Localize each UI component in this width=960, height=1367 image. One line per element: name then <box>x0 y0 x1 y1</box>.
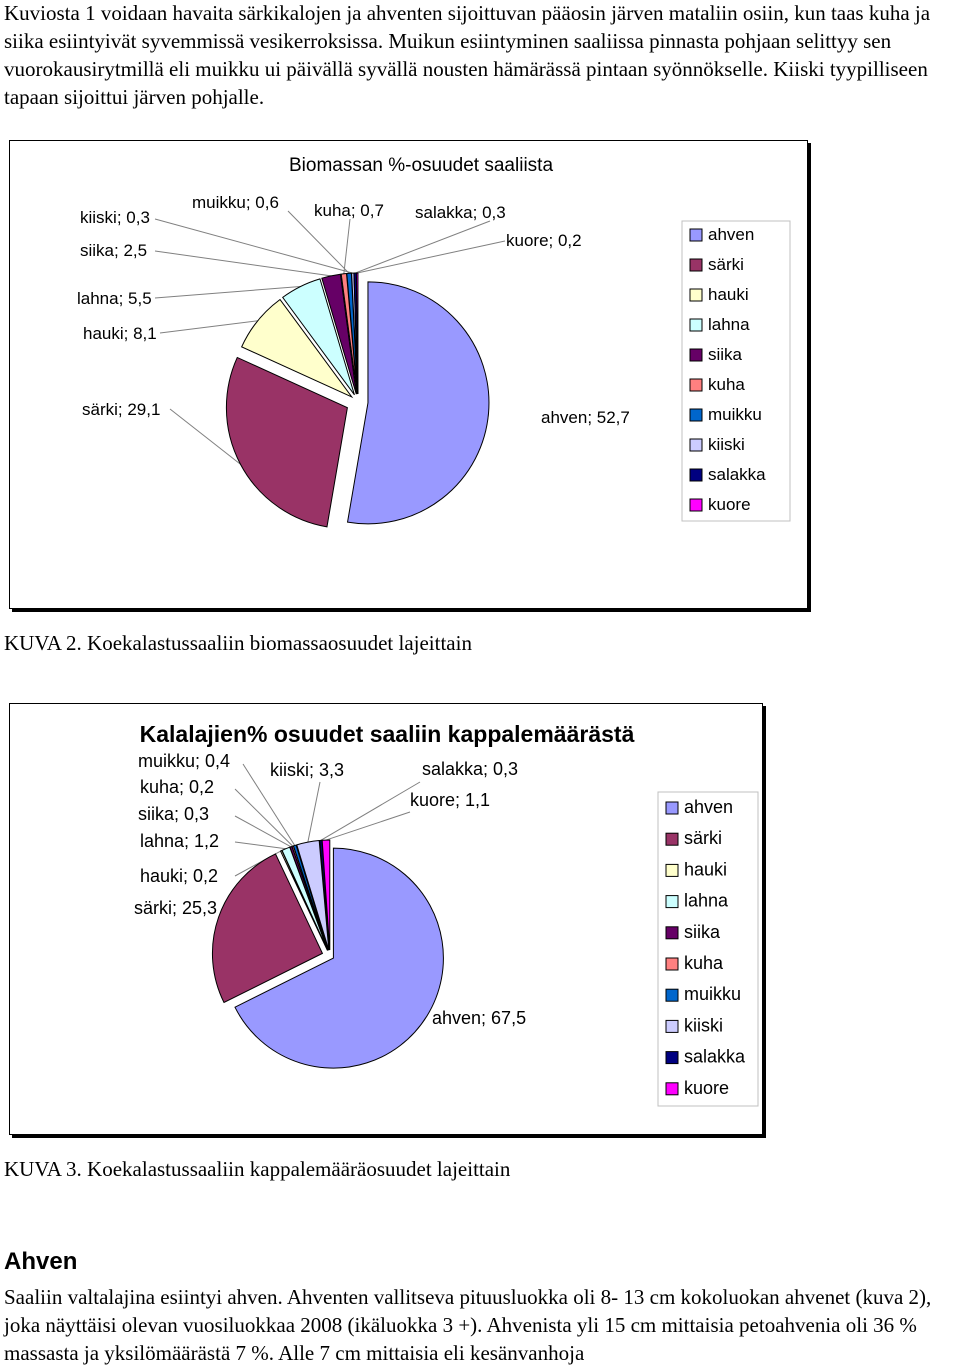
chart2-title: Kalalajien% osuudet saaliin kappalemäärä… <box>140 721 635 747</box>
chart1-title: Biomassan %-osuudet saaliista <box>289 155 553 176</box>
leader-line-kiiski <box>308 782 320 842</box>
legend-label-kuha: kuha <box>684 953 724 973</box>
section-heading: Ahven <box>4 1248 77 1276</box>
legend-swatch-salakka <box>666 1052 678 1064</box>
data-label-hauki: hauki; 8,1 <box>83 324 157 343</box>
legend-label-kuore: kuore <box>708 495 751 514</box>
body-paragraph: Saaliin valtalajina esiintyi ahven. Ahve… <box>4 1283 954 1367</box>
legend-label-kiiski: kiiski <box>708 435 745 454</box>
legend-label-salakka: salakka <box>708 465 766 484</box>
leader-line-kuore <box>357 241 505 273</box>
data-label-salakka: salakka; 0,3 <box>422 759 518 779</box>
legend-swatch-kuha <box>690 379 702 391</box>
legend-swatch-kiiski <box>690 439 702 451</box>
legend-label-kuha: kuha <box>708 375 745 394</box>
leader-line-salakka <box>321 782 420 840</box>
legend-swatch-hauki <box>690 289 702 301</box>
intro-paragraph: Kuviosta 1 voidaan havaita särkikalojen … <box>4 0 954 111</box>
leader-line-lahna <box>155 287 301 298</box>
legend-swatch-muikku <box>690 409 702 421</box>
legend-swatch-ahven <box>690 229 702 241</box>
figure-caption-kuva2: KUVA 2. Koekalastussaaliin biomassaosuud… <box>4 630 472 656</box>
legend-label-särki: särki <box>684 828 722 848</box>
legend-swatch-ahven <box>666 802 678 814</box>
data-label-kuore: kuore; 0,2 <box>506 231 582 250</box>
count-chart: Kalalajien% osuudet saaliin kappalemäärä… <box>9 703 763 1135</box>
legend-label-lahna: lahna <box>684 891 729 911</box>
legend-swatch-kuha <box>666 958 678 970</box>
leader-line-kuha <box>344 219 350 274</box>
legend-swatch-lahna <box>666 896 678 908</box>
biomass-chart: Biomassan %-osuudet saaliista ahven; 52,… <box>9 140 808 609</box>
legend-label-ahven: ahven <box>708 225 754 244</box>
legend-swatch-siika <box>690 349 702 361</box>
count-pie-svg: Kalalajien% osuudet saaliin kappalemäärä… <box>10 704 762 1134</box>
legend-label-siika: siika <box>684 922 721 942</box>
data-label-ahven: ahven; 67,5 <box>432 1008 526 1028</box>
data-label-siika: siika; 2,5 <box>80 241 147 260</box>
data-label-siika: siika; 0,3 <box>138 804 209 824</box>
legend-swatch-särki <box>690 259 702 271</box>
legend-label-ahven: ahven <box>684 797 733 817</box>
data-label-muikku: muikku; 0,6 <box>192 193 279 212</box>
pie-slice-ahven <box>348 282 489 524</box>
data-label-muikku: muikku; 0,4 <box>138 751 230 771</box>
legend-swatch-siika <box>666 927 678 939</box>
data-label-kiiski: kiiski; 3,3 <box>270 760 344 780</box>
leader-line-lahna <box>235 842 286 849</box>
data-label-kuha: kuha; 0,7 <box>314 201 384 220</box>
leader-line-kuore <box>326 812 410 840</box>
legend-swatch-kuore <box>666 1083 678 1095</box>
legend-label-siika: siika <box>708 345 743 364</box>
data-label-kuha: kuha; 0,2 <box>140 777 214 797</box>
leader-line-salakka <box>355 221 490 273</box>
data-label-särki: särki; 25,3 <box>134 898 217 918</box>
data-label-salakka: salakka; 0,3 <box>415 203 506 222</box>
legend-swatch-hauki <box>666 864 678 876</box>
leader-line-hauki <box>160 321 258 333</box>
legend-label-salakka: salakka <box>684 1047 746 1067</box>
legend-label-kiiski: kiiski <box>684 1015 723 1035</box>
legend-swatch-särki <box>666 833 678 845</box>
legend-label-hauki: hauki <box>708 285 749 304</box>
legend-label-muikku: muikku <box>708 405 762 424</box>
legend-label-muikku: muikku <box>684 984 741 1004</box>
leader-line-siika <box>155 251 331 276</box>
legend-label-kuore: kuore <box>684 1078 729 1098</box>
data-label-kuore: kuore; 1,1 <box>410 790 490 810</box>
leader-line-siika <box>235 816 291 847</box>
biomass-pie-svg: Biomassan %-osuudet saaliista ahven; 52,… <box>10 141 807 608</box>
data-label-ahven: ahven; 52,7 <box>541 408 630 427</box>
legend-label-hauki: hauki <box>684 859 727 879</box>
legend-swatch-salakka <box>690 469 702 481</box>
legend-label-lahna: lahna <box>708 315 750 334</box>
legend-swatch-muikku <box>666 989 678 1001</box>
legend-swatch-kuore <box>690 499 702 511</box>
data-label-hauki: hauki; 0,2 <box>140 866 218 886</box>
data-label-särki: särki; 29,1 <box>82 400 160 419</box>
figure-caption-kuva3: KUVA 3. Koekalastussaaliin kappalemääräo… <box>4 1156 510 1182</box>
legend-label-särki: särki <box>708 255 744 274</box>
data-label-kiiski: kiiski; 0,3 <box>80 208 150 227</box>
data-label-lahna: lahna; 1,2 <box>140 831 219 851</box>
legend-swatch-lahna <box>690 319 702 331</box>
legend-swatch-kiiski <box>666 1020 678 1032</box>
data-label-lahna: lahna; 5,5 <box>77 289 152 308</box>
